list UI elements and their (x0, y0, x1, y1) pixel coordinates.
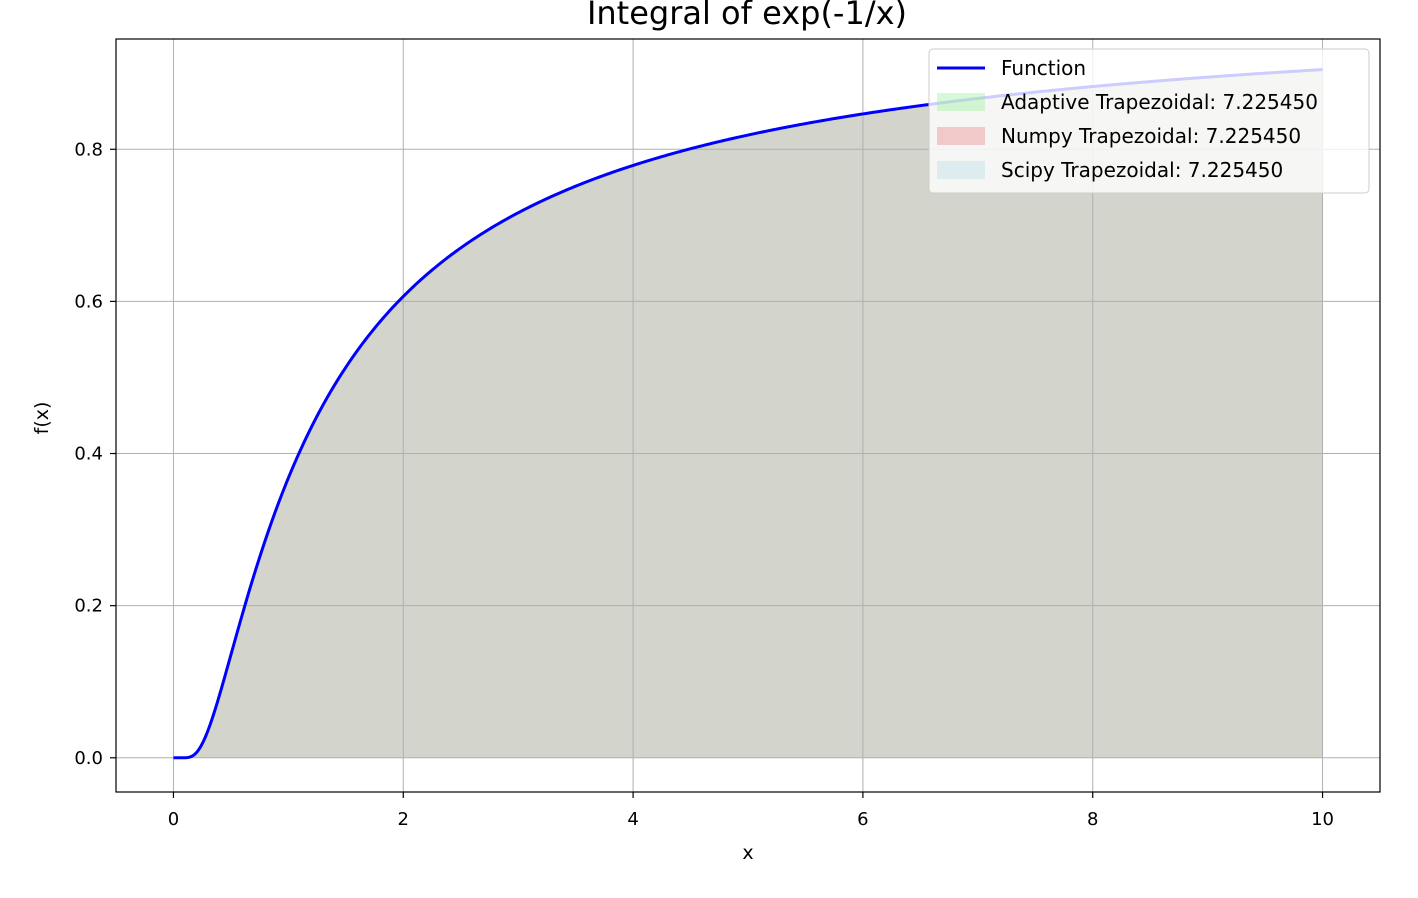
axes-frame (115, 38, 1381, 793)
integral-fills (173, 69, 1323, 758)
y-tick-label-0: 0.0 (74, 748, 103, 769)
y-tick-label-3: 0.6 (74, 291, 103, 312)
legend: Function Adaptive Trapezoidal: 7.225450 Nu… (928, 48, 1370, 194)
x-axis-label: x (742, 842, 753, 864)
legend-swatch-3 (937, 161, 985, 179)
y-tick-label-2: 0.4 (74, 444, 103, 465)
legend-box (928, 48, 1370, 194)
x-tick-label-5: 10 (1311, 809, 1334, 830)
legend-label-2: Numpy Trapezoidal: 7.225450 (1001, 124, 1301, 148)
legend-label-0: Function (1001, 56, 1086, 80)
x-tick-label-3: 6 (857, 809, 868, 830)
x-tick-label-2: 4 (627, 809, 638, 830)
y-axis-ticks: 0.0 0.2 0.4 0.6 0.8 (74, 139, 116, 769)
fill-area-composite (173, 69, 1323, 758)
x-tick-label-4: 8 (1087, 809, 1098, 830)
legend-label-3: Scipy Trapezoidal: 7.225450 (1001, 158, 1283, 182)
x-axis-ticks: 0 2 4 6 8 10 (168, 792, 1334, 830)
y-axis-label: f(x) (31, 402, 53, 435)
chart-title: Integral of exp(-1/x) (587, 0, 907, 32)
y-tick-label-4: 0.8 (74, 139, 103, 160)
legend-swatch-2 (937, 127, 985, 145)
legend-swatch-1 (937, 93, 985, 111)
x-tick-label-1: 2 (398, 809, 409, 830)
x-tick-label-0: 0 (168, 809, 179, 830)
y-tick-label-1: 0.2 (74, 596, 103, 617)
legend-label-1: Adaptive Trapezoidal: 7.225450 (1001, 90, 1318, 114)
